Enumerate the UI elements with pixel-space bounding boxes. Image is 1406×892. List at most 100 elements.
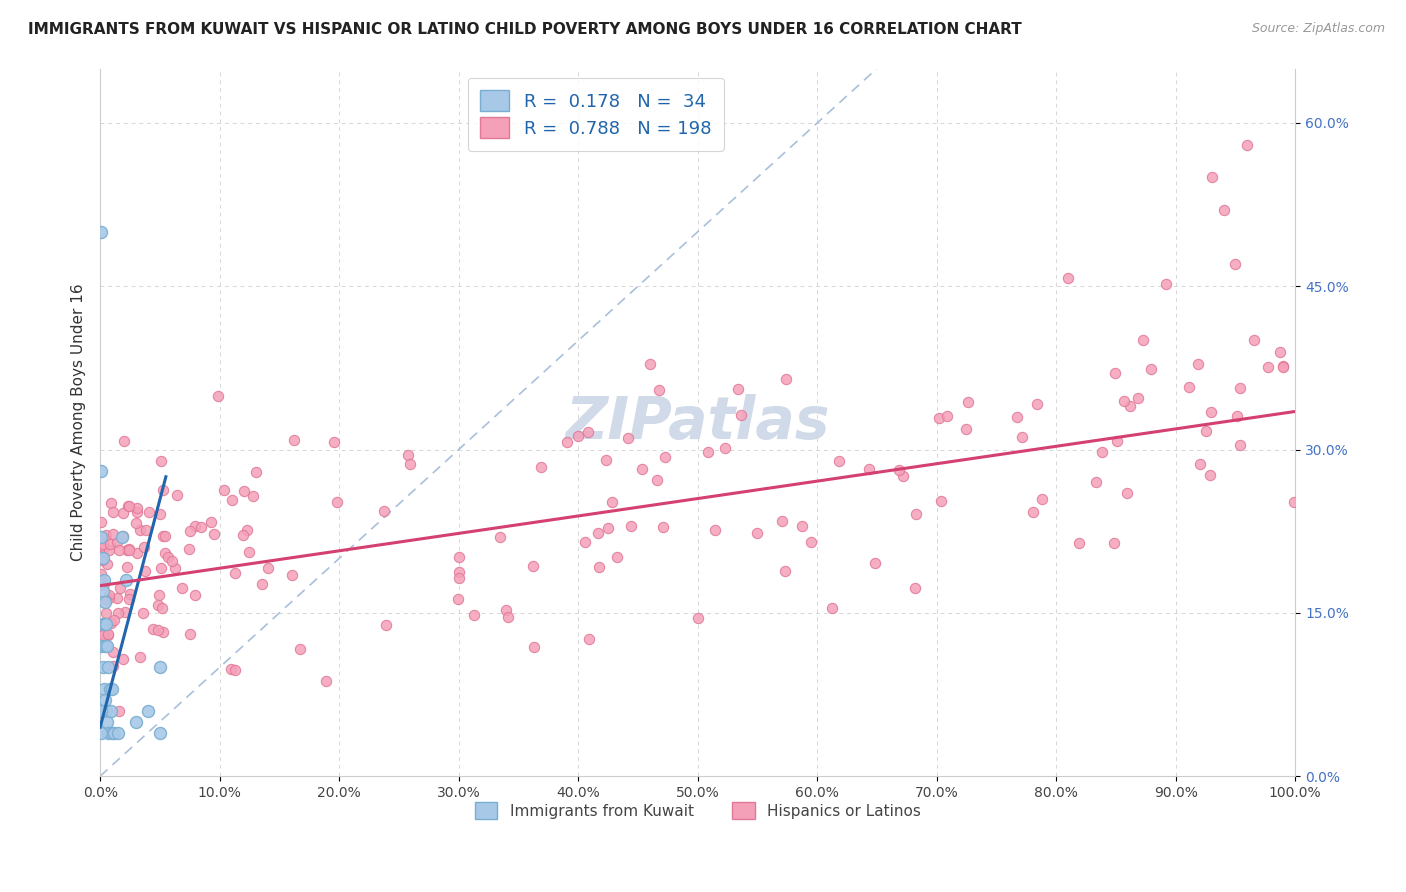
Point	[1187, 358, 1209, 372]
Point	[1271, 359, 1294, 374]
Point	[1201, 170, 1223, 185]
Point	[219, 662, 242, 676]
Point	[155, 546, 177, 560]
Y-axis label: Child Poverty Among Boys Under 16: Child Poverty Among Boys Under 16	[72, 284, 86, 561]
Point	[98, 537, 121, 551]
Point	[157, 549, 180, 564]
Point	[1069, 536, 1091, 550]
Point	[125, 516, 148, 531]
Point	[326, 495, 349, 509]
Point	[101, 505, 124, 519]
Point	[94, 704, 117, 718]
Point	[184, 519, 207, 533]
Point	[887, 463, 910, 477]
Legend: Immigrants from Kuwait, Hispanics or Latinos: Immigrants from Kuwait, Hispanics or Lat…	[468, 797, 927, 825]
Point	[555, 434, 578, 449]
Point	[90, 725, 112, 739]
Point	[149, 725, 172, 739]
Point	[93, 576, 115, 591]
Point	[118, 543, 141, 558]
Point	[107, 606, 129, 620]
Point	[101, 682, 124, 697]
Point	[1225, 258, 1247, 272]
Point	[179, 626, 201, 640]
Point	[496, 609, 519, 624]
Point	[118, 542, 141, 557]
Point	[101, 527, 124, 541]
Point	[149, 561, 172, 575]
Point	[1257, 360, 1279, 375]
Point	[238, 545, 260, 559]
Point	[375, 618, 398, 632]
Point	[146, 624, 169, 638]
Point	[91, 537, 114, 551]
Point	[111, 530, 134, 544]
Point	[97, 542, 120, 557]
Point	[1005, 410, 1028, 425]
Point	[647, 384, 669, 398]
Point	[94, 593, 117, 607]
Point	[1105, 434, 1128, 448]
Point	[773, 564, 796, 578]
Point	[1026, 397, 1049, 411]
Point	[530, 460, 553, 475]
Point	[858, 462, 880, 476]
Point	[1140, 362, 1163, 376]
Point	[135, 523, 157, 537]
Point	[202, 527, 225, 541]
Point	[620, 519, 643, 533]
Point	[146, 598, 169, 612]
Point	[177, 541, 200, 556]
Point	[1229, 438, 1251, 452]
Point	[98, 682, 121, 697]
Point	[630, 461, 652, 475]
Point	[90, 574, 112, 588]
Point	[148, 589, 170, 603]
Point	[117, 499, 139, 513]
Point	[90, 578, 112, 592]
Point	[115, 543, 138, 558]
Point	[283, 433, 305, 447]
Point	[112, 434, 135, 449]
Point	[288, 641, 311, 656]
Point	[118, 592, 141, 607]
Point	[232, 528, 254, 542]
Point	[928, 411, 950, 425]
Point	[256, 561, 278, 575]
Point	[149, 660, 172, 674]
Point	[775, 372, 797, 386]
Point	[115, 560, 138, 574]
Point	[90, 516, 112, 530]
Point	[955, 422, 977, 436]
Point	[1199, 404, 1222, 418]
Point	[447, 592, 470, 607]
Point	[654, 450, 676, 464]
Point	[90, 704, 112, 718]
Point	[94, 595, 117, 609]
Point	[574, 535, 596, 549]
Point	[1156, 277, 1178, 292]
Point	[904, 507, 927, 521]
Point	[94, 639, 117, 653]
Point	[1188, 458, 1211, 472]
Text: ZIPatlas: ZIPatlas	[565, 394, 830, 450]
Point	[714, 441, 737, 455]
Point	[1112, 393, 1135, 408]
Point	[449, 549, 471, 564]
Point	[129, 649, 152, 664]
Point	[93, 682, 115, 697]
Point	[449, 565, 471, 579]
Point	[111, 507, 134, 521]
Point	[179, 524, 201, 539]
Point	[97, 725, 120, 739]
Point	[100, 615, 122, 630]
Point	[91, 660, 114, 674]
Point	[1271, 359, 1294, 373]
Point	[207, 389, 229, 403]
Point	[800, 534, 823, 549]
Point	[1126, 391, 1149, 405]
Point	[125, 546, 148, 560]
Point	[97, 589, 120, 603]
Point	[730, 408, 752, 422]
Point	[598, 521, 620, 535]
